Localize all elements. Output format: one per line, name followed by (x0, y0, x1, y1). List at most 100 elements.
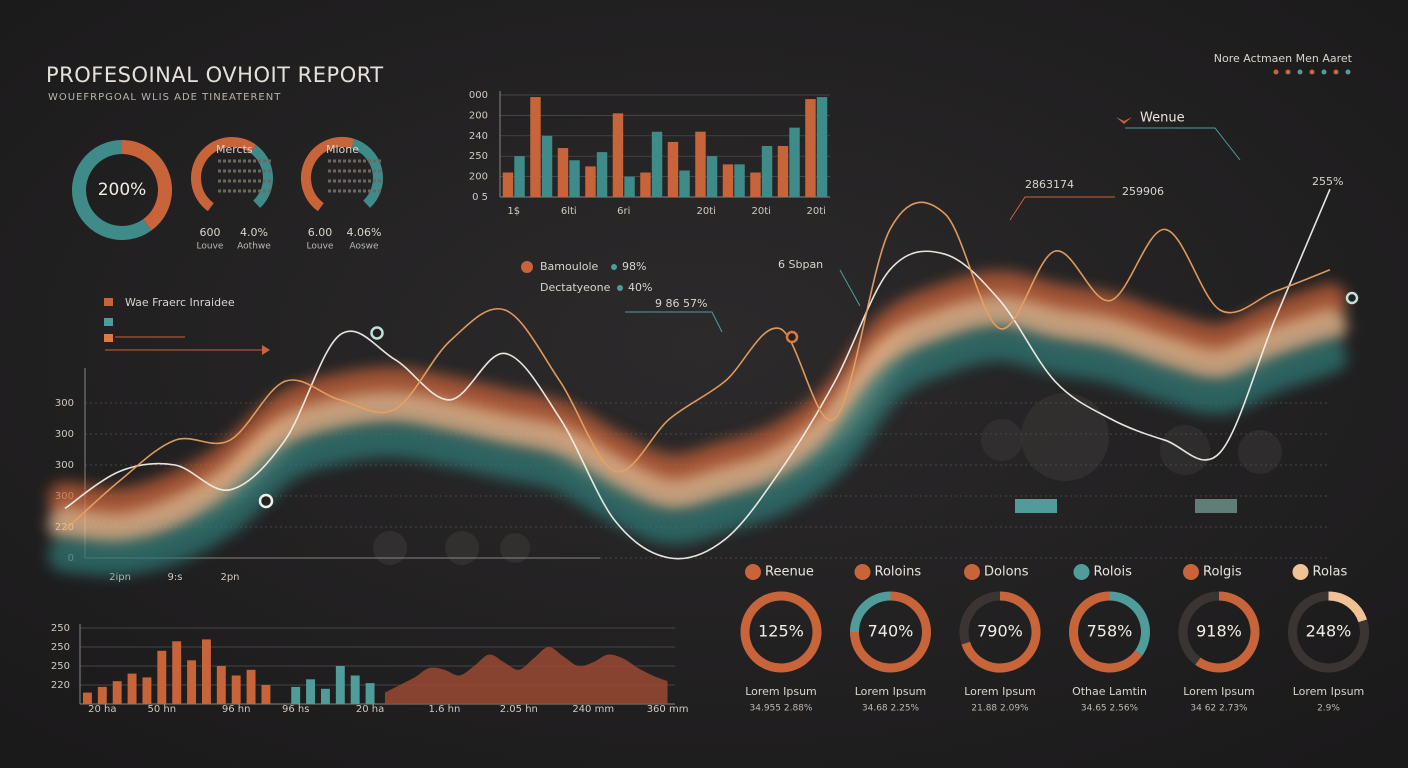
kpi-icon (964, 564, 980, 580)
donut-segment (250, 144, 273, 208)
annotation: Wae Fraerc Inraidee (125, 296, 235, 309)
y-tick-label: 240 (469, 131, 488, 142)
donut-segment (1288, 591, 1369, 673)
x-tick-label: 96 hn (222, 704, 251, 715)
bar (82, 692, 92, 704)
annotation: 9 86 57% (655, 297, 707, 310)
kpi-name: Rolgis (1203, 565, 1242, 580)
kpi-caption: Lorem Ipsum (964, 685, 1036, 698)
x-tick-label: 2.05 hn (500, 704, 538, 715)
x-tick-label: 2pn (220, 572, 239, 583)
bar (750, 172, 761, 197)
chart-markers (258, 291, 1359, 509)
donut-segment (72, 140, 152, 240)
y-tick-label: 200 (469, 110, 488, 121)
y-tick-label: 300 (55, 398, 74, 409)
y-tick-label: 0 5 (472, 192, 488, 203)
kpi-subcaption: 34.955 2.88% (750, 704, 813, 714)
gauge-stat: 4.06% (347, 226, 382, 239)
donut-segment (301, 137, 355, 212)
kpi-caption: Lorem Ipsum (1183, 685, 1255, 698)
kpi-value: 790% (977, 622, 1023, 641)
bar (97, 686, 107, 704)
kpi-value: 248% (1306, 622, 1352, 641)
bar (679, 170, 690, 197)
kpi-icon (1292, 564, 1309, 580)
annotation: 40% (628, 281, 652, 294)
x-tick-label: 360 mm (647, 704, 689, 715)
bar (502, 172, 514, 197)
bar (216, 666, 226, 704)
bar (569, 160, 580, 197)
bar (231, 675, 241, 704)
x-tick-label: 1$ (507, 206, 520, 217)
kpi-subcaption: 34.68 2.25% (862, 704, 920, 714)
kpi-icon (1183, 564, 1199, 580)
gauge-stat: 600 (200, 226, 221, 239)
kpi-subcaption: 34.65 2.56% (1081, 704, 1139, 714)
kpi-caption: Lorem Ipsum (1293, 685, 1365, 698)
kpi-name: Dolons (984, 565, 1029, 580)
kpi-caption: Lorem Ipsum (745, 685, 817, 698)
bar (761, 146, 773, 197)
kpi-name: Rolois (1094, 565, 1133, 580)
gauge-value: 200% (98, 180, 147, 200)
kpi-name: Roloins (875, 565, 922, 580)
gauge-stat-caption: Louve (307, 242, 334, 252)
top-right-dots (1273, 69, 1351, 75)
y-tick-label: 300 (55, 429, 74, 440)
annotation: 98% (622, 260, 646, 273)
kpi-name: Rolas (1313, 565, 1348, 580)
x-tick-label: 2ipn (109, 572, 131, 583)
bar (306, 679, 316, 704)
bar (142, 677, 152, 704)
y-tick-label: 000 (469, 90, 488, 101)
bar (722, 164, 734, 197)
bar (777, 146, 789, 197)
x-tick-label: 20ti (752, 206, 771, 217)
donut-segment (1328, 591, 1368, 623)
donut-segment (961, 591, 1041, 673)
kpi-subcaption: 34 62 2.73% (1190, 704, 1248, 714)
bar (335, 666, 345, 704)
donut-segment (1109, 591, 1150, 656)
donut-segment (850, 591, 931, 673)
gauge-title: Mercts (216, 143, 253, 156)
bar (350, 675, 360, 704)
bar (651, 131, 663, 197)
kpi-icon (1073, 564, 1090, 580)
report-subtitle: WOUEFRPGOAL WLIS ADE TINEATERENT (48, 92, 281, 103)
bar (112, 681, 122, 704)
donut-segment (1195, 591, 1260, 673)
kpi-value: 125% (758, 622, 804, 641)
y-tick-label: 200 (469, 172, 488, 183)
x-tick-label: 20ti (807, 206, 826, 217)
gauge-stat-caption: Aothwe (237, 242, 271, 252)
bar (706, 156, 718, 197)
kpi-value: 918% (1196, 622, 1242, 641)
donut-segment (740, 591, 822, 673)
bar (612, 113, 624, 197)
band (48, 271, 1347, 523)
gauge-stat: 6.00 (308, 226, 333, 239)
annotation: Bamoulole (540, 260, 599, 273)
bar (585, 166, 596, 197)
bar (530, 97, 541, 197)
kpi-icon (745, 564, 761, 580)
kpi-subcaption: 2.9% (1317, 704, 1340, 714)
line (64, 188, 1331, 560)
x-tick-label: 1.6 hn (429, 704, 461, 715)
top-right-label: Nore Actmaen Men Aaret (1214, 52, 1353, 65)
donut-segment (1069, 591, 1143, 673)
x-tick-label: 240 mm (572, 704, 614, 715)
band (48, 327, 1347, 576)
bar (261, 685, 271, 704)
bar (187, 660, 197, 704)
donut-segment (1178, 591, 1220, 665)
bar (695, 131, 706, 197)
y-tick-label: 250 (51, 642, 70, 653)
bar (157, 650, 167, 704)
decor (104, 117, 1282, 565)
